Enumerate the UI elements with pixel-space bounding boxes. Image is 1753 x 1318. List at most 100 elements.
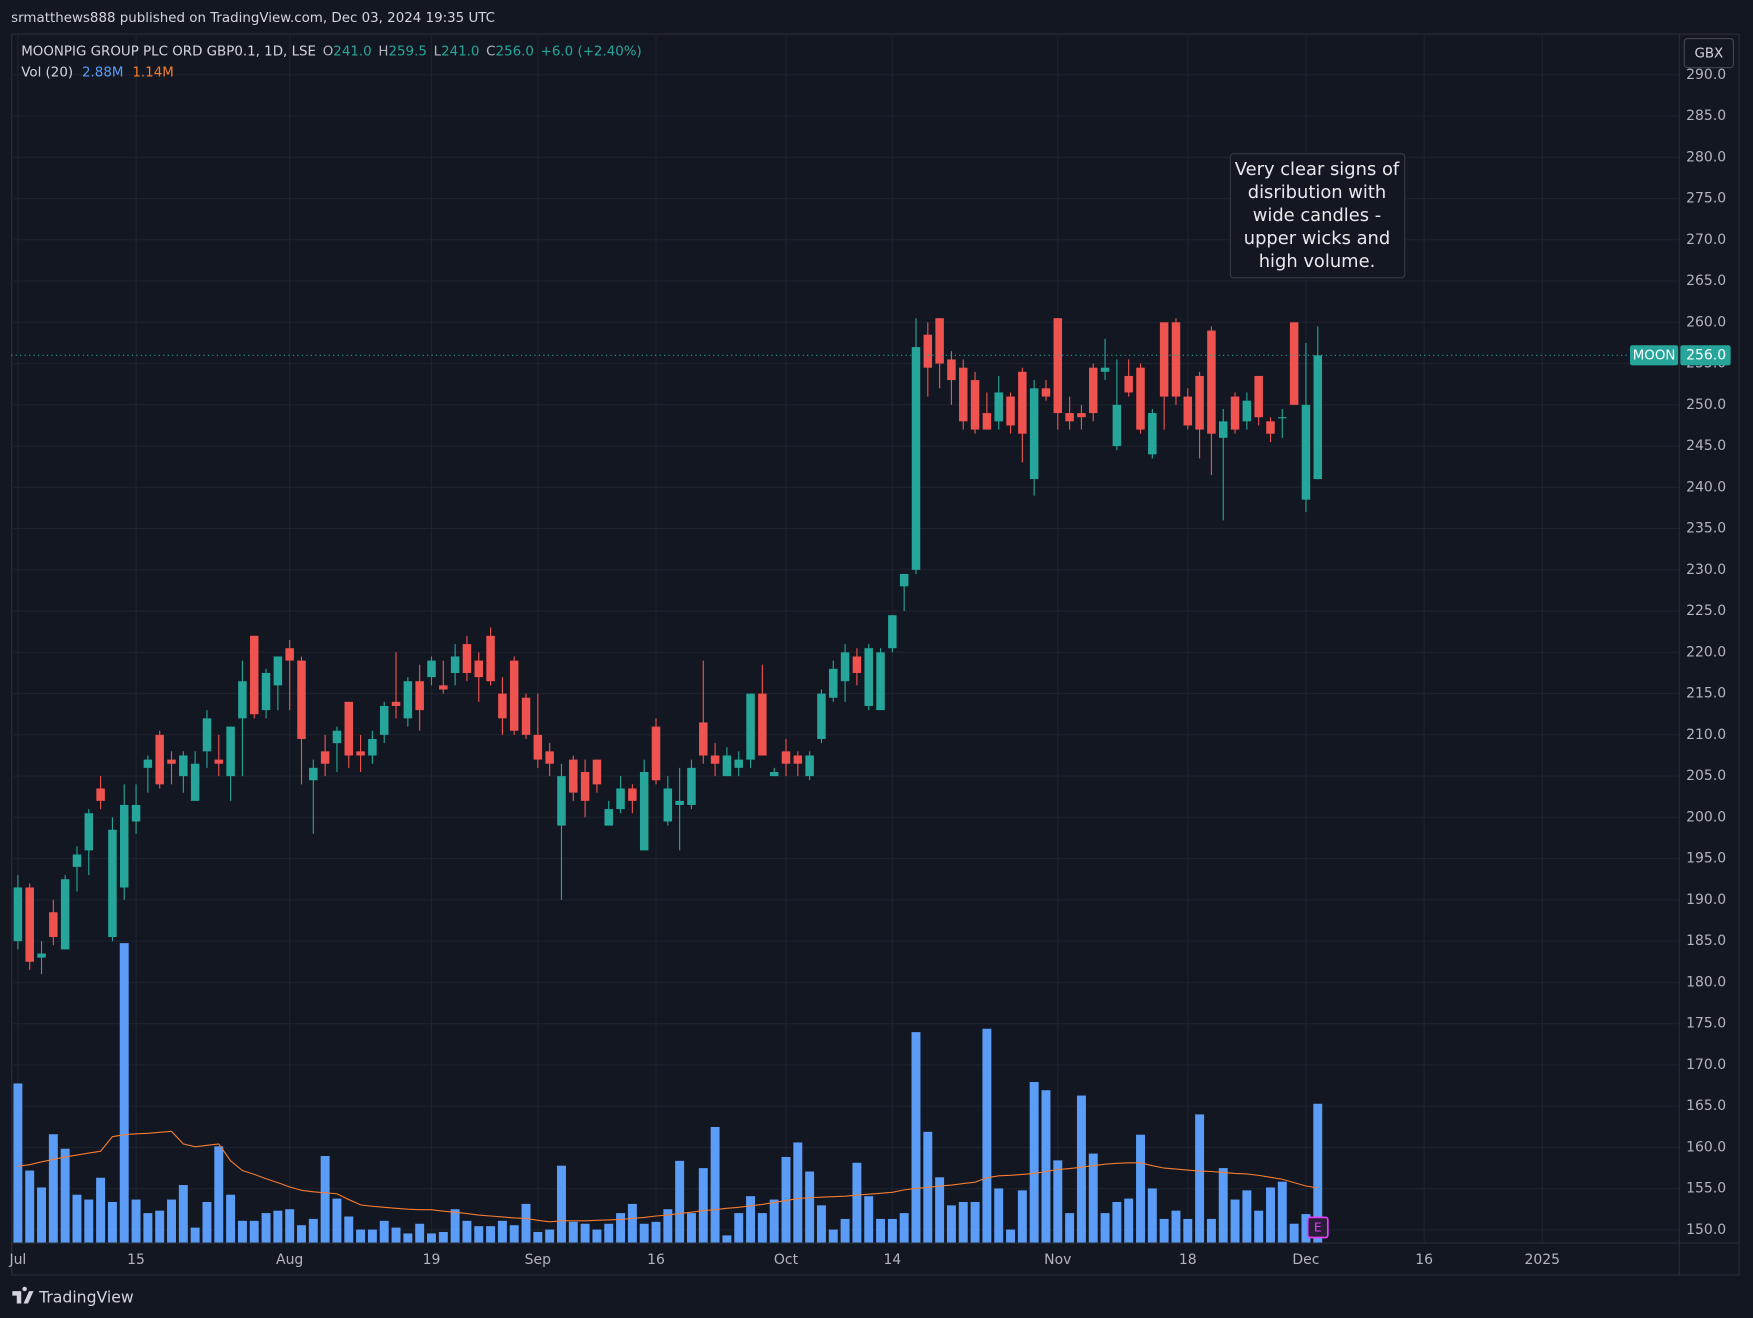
candle-body (1301, 404, 1311, 500)
candle-body (699, 722, 708, 756)
candle-body (1112, 404, 1122, 447)
x-tick-label: Oct (774, 1252, 799, 1268)
volume-bar (1301, 1214, 1311, 1244)
candle-body (864, 648, 873, 706)
volume-bar (1254, 1210, 1264, 1244)
volume-bar (982, 1028, 992, 1244)
candle-body (1029, 388, 1039, 480)
volume-bar (639, 1223, 649, 1244)
x-tick-label: 2025 (1525, 1252, 1561, 1268)
volume-bar (344, 1216, 354, 1244)
volume-bar (96, 1177, 106, 1244)
volume-bar (545, 1229, 555, 1244)
candle-body (1053, 318, 1063, 414)
candle-body (509, 660, 519, 731)
volume-bar (427, 1233, 436, 1244)
symbol-tag-label: MOON (1633, 348, 1676, 363)
legend-key: C (486, 44, 495, 59)
candle-body (462, 644, 472, 673)
volume-layer (13, 943, 1323, 1244)
candle-body (994, 392, 1003, 422)
candle-body (391, 701, 401, 706)
y-tick-label: 210.0 (1686, 727, 1726, 743)
volume-bar (1195, 1114, 1205, 1244)
y-tick-label: 205.0 (1686, 768, 1726, 784)
y-tick-label: 190.0 (1686, 892, 1726, 908)
y-tick-label: 150.0 (1686, 1222, 1726, 1238)
candle-body (1006, 396, 1015, 426)
y-tick-label: 195.0 (1686, 851, 1726, 867)
currency[interactable]: GBX (1694, 47, 1723, 62)
candle-body (119, 804, 129, 888)
candle-body (781, 751, 791, 764)
legend-value: 241.0 (441, 44, 479, 59)
volume-ma-line (17, 1130, 1318, 1223)
volume-bar (876, 1218, 886, 1244)
volume-bar (663, 1209, 673, 1244)
candle-body (190, 763, 200, 801)
volume-bar (769, 1199, 779, 1244)
volume-bar (450, 1209, 460, 1244)
candle-body (167, 759, 176, 764)
volume-bar (391, 1227, 401, 1244)
volume-bar (616, 1213, 626, 1244)
price-tag-label: 256.0 (1686, 347, 1726, 363)
candle-body (592, 759, 602, 785)
y-tick-label: 240.0 (1686, 479, 1726, 495)
candle-body (60, 879, 70, 950)
symbol-tag (1630, 345, 1679, 366)
y-tick-label: 170.0 (1686, 1057, 1726, 1073)
volume-bar (438, 1231, 448, 1244)
volume-bar (805, 1171, 815, 1244)
price-tag (1680, 345, 1731, 366)
candle-body (1195, 375, 1204, 430)
candle-body (746, 693, 755, 760)
candle-body (309, 767, 318, 781)
legend-value: 256.0 (496, 44, 534, 59)
volume-bar (379, 1220, 389, 1244)
candle-body (805, 755, 814, 777)
candle-body (734, 759, 743, 768)
volume-bar (308, 1218, 318, 1244)
candle-body (261, 672, 271, 711)
candle-body (710, 755, 720, 764)
y-tick-label: 185.0 (1686, 933, 1726, 949)
annotation-line: high volume. (1259, 251, 1376, 272)
volume-bar (403, 1233, 413, 1244)
candle-body (675, 800, 684, 805)
candle-body (569, 759, 578, 793)
x-tick-label: Sep (525, 1252, 551, 1268)
candle-body (758, 693, 767, 756)
volume-bar (1136, 1134, 1145, 1244)
legend-key: L (434, 44, 442, 59)
volume-bar (710, 1126, 720, 1244)
candle-body (72, 854, 82, 867)
volume-bar (178, 1185, 188, 1244)
candle-body (970, 380, 980, 430)
volume-bar (474, 1226, 484, 1244)
volume-bar (1242, 1190, 1252, 1244)
candle-body (1207, 330, 1216, 434)
candle-body (923, 334, 933, 368)
candle-body (533, 734, 543, 760)
candle-body (37, 953, 46, 958)
candle-body (179, 755, 188, 777)
volume-bar (1029, 1081, 1039, 1244)
volume-bar (84, 1199, 94, 1244)
volume-bar (214, 1146, 224, 1244)
candle-body (817, 693, 826, 739)
volume-bar (486, 1226, 496, 1244)
volume-bar (852, 1162, 862, 1244)
volume-bar (698, 1168, 708, 1244)
candle-body (888, 615, 897, 649)
x-tick-label: Jul (8, 1252, 26, 1268)
candle-body (1266, 421, 1275, 434)
y-tick-label: 230.0 (1686, 562, 1726, 578)
candle-body (450, 656, 460, 673)
candle-body (1018, 371, 1027, 434)
x-tick-label: Aug (276, 1252, 303, 1268)
currency-box[interactable] (1683, 38, 1734, 69)
volume-bar (935, 1177, 945, 1244)
candle-body (439, 685, 448, 690)
volume-bar (273, 1210, 283, 1244)
